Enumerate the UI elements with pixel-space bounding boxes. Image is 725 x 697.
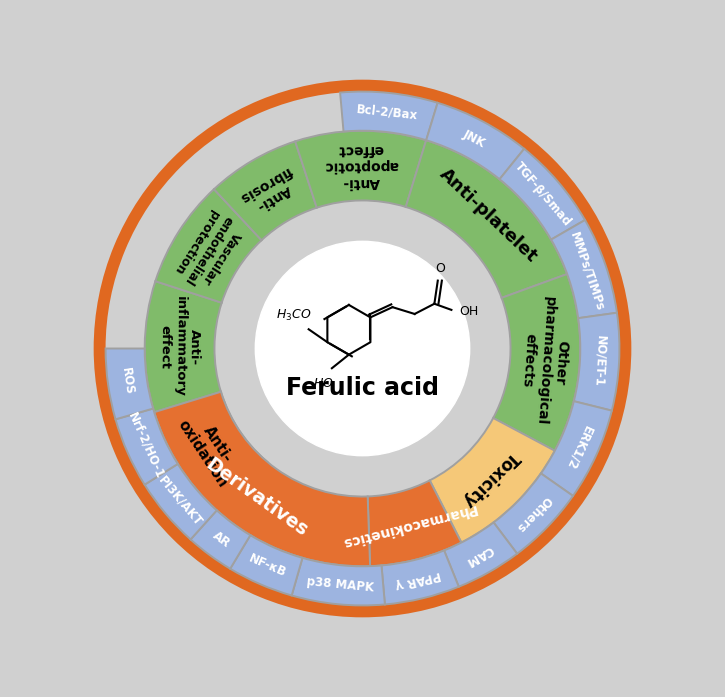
Text: Anti-
apoptotic
effect: Anti- apoptotic effect — [323, 142, 399, 189]
Text: Anti-
oxidation: Anti- oxidation — [175, 408, 245, 491]
Wedge shape — [340, 91, 438, 140]
Wedge shape — [144, 464, 217, 539]
Wedge shape — [145, 281, 222, 412]
Text: Toxicity: Toxicity — [459, 447, 523, 510]
Wedge shape — [494, 473, 573, 553]
Text: Others: Others — [513, 493, 553, 534]
Wedge shape — [426, 102, 524, 179]
Text: p38 MAPK: p38 MAPK — [305, 575, 374, 595]
Text: CAM: CAM — [463, 542, 495, 568]
Wedge shape — [368, 480, 461, 566]
Wedge shape — [191, 510, 250, 569]
Text: Ferulic acid: Ferulic acid — [286, 376, 439, 399]
Text: Anti-platelet: Anti-platelet — [436, 165, 541, 266]
Wedge shape — [444, 523, 517, 587]
Wedge shape — [573, 313, 619, 411]
Text: ERK1/2: ERK1/2 — [563, 423, 594, 471]
Wedge shape — [295, 131, 426, 208]
Text: $HO$: $HO$ — [313, 377, 334, 390]
Text: Derivatives: Derivatives — [202, 454, 311, 540]
Wedge shape — [155, 189, 262, 302]
Text: Bcl-2/Bax: Bcl-2/Bax — [356, 102, 419, 122]
Text: NO/ET-1: NO/ET-1 — [592, 335, 608, 387]
Wedge shape — [406, 140, 567, 298]
Circle shape — [255, 241, 470, 456]
Wedge shape — [551, 220, 617, 319]
Wedge shape — [541, 401, 612, 496]
Wedge shape — [154, 392, 268, 515]
Wedge shape — [381, 551, 459, 604]
Text: NF-κB: NF-κB — [247, 552, 289, 580]
Text: Vascular
endothelial
protection: Vascular endothelial protection — [169, 206, 247, 295]
Text: O: O — [435, 262, 444, 275]
Wedge shape — [430, 418, 555, 542]
Text: PPAR γ: PPAR γ — [394, 567, 442, 591]
Wedge shape — [106, 348, 153, 420]
Wedge shape — [214, 141, 317, 240]
Text: Anti-
inflammatory
effect: Anti- inflammatory effect — [157, 296, 202, 397]
Wedge shape — [154, 392, 370, 566]
Text: Pharmacokinetics: Pharmacokinetics — [339, 501, 477, 550]
Text: TGF-β/Smad: TGF-β/Smad — [512, 160, 574, 229]
Text: Nrf-2/HO-1: Nrf-2/HO-1 — [125, 410, 166, 480]
Wedge shape — [230, 535, 302, 595]
Text: Other
pharmacological
effects: Other pharmacological effects — [518, 296, 573, 427]
Text: MMPs/TIMPs: MMPs/TIMPs — [568, 230, 607, 312]
Wedge shape — [291, 558, 385, 606]
Text: JNK: JNK — [460, 128, 487, 150]
Wedge shape — [94, 79, 631, 618]
Text: ROS: ROS — [119, 367, 136, 396]
Wedge shape — [115, 408, 178, 484]
Text: Anti-
fibrosis: Anti- fibrosis — [237, 163, 302, 219]
Wedge shape — [500, 149, 585, 240]
Text: OH: OH — [460, 305, 479, 318]
Wedge shape — [493, 274, 580, 451]
Text: AR: AR — [210, 528, 233, 550]
Text: PI3K/AKT: PI3K/AKT — [156, 473, 205, 528]
Text: $H_3CO$: $H_3CO$ — [276, 308, 311, 323]
